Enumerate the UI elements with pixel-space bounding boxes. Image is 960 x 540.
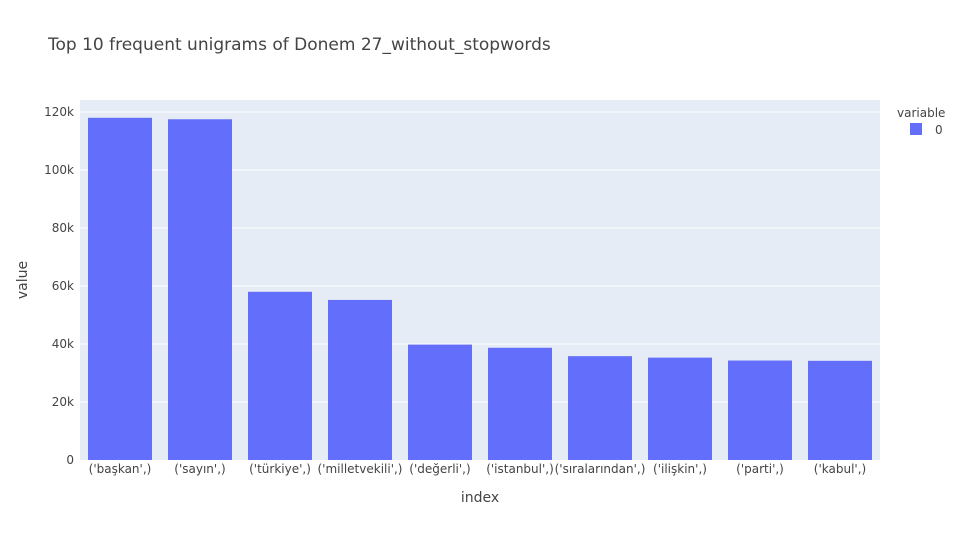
chart-title: Top 10 frequent unigrams of Donem 27_wit… (47, 35, 551, 55)
x-tick-label: ('sıralarından',) (555, 462, 646, 476)
x-tick-label: ('milletvekili',) (318, 462, 403, 476)
x-tick-label: ('başkan',) (89, 462, 152, 476)
x-tick-label: ('türkiye',) (249, 462, 311, 476)
bar[interactable] (168, 119, 232, 460)
y-tick-label: 0 (66, 453, 74, 467)
legend-swatch[interactable] (910, 123, 922, 135)
y-tick-label: 120k (44, 105, 74, 119)
bar[interactable] (88, 117, 152, 461)
x-tick-label: ('sayın',) (174, 462, 225, 476)
legend-item-label[interactable]: 0 (935, 123, 943, 137)
y-axis-title: value (15, 261, 31, 299)
y-tick-label: 100k (44, 163, 74, 177)
bar[interactable] (408, 344, 472, 460)
bar[interactable] (488, 347, 552, 460)
x-tick-label: ('kabul',) (814, 462, 866, 476)
bars (88, 117, 872, 461)
x-tick-labels: ('başkan',) ('sayın',) ('türkiye',) ('mille… (89, 462, 867, 476)
bar[interactable] (648, 357, 712, 460)
bar[interactable] (808, 360, 872, 460)
bar[interactable] (328, 299, 392, 460)
legend[interactable]: variable 0 (897, 106, 945, 137)
legend-title: variable (897, 106, 945, 120)
bar[interactable] (728, 360, 792, 460)
x-tick-label: ('değerli',) (409, 462, 470, 476)
y-tick-label: 20k (52, 395, 74, 409)
y-tick-labels: 0 20k 40k 60k 80k 100k 120k (44, 105, 74, 467)
bar[interactable] (248, 291, 312, 460)
bar[interactable] (568, 356, 632, 460)
y-tick-label: 60k (52, 279, 74, 293)
x-tick-label: ('parti',) (736, 462, 784, 476)
x-tick-label: ('ilişkin',) (653, 462, 707, 476)
y-tick-label: 40k (52, 337, 74, 351)
x-axis-title: index (461, 490, 499, 506)
x-tick-label: ('istanbul',) (486, 462, 554, 476)
y-tick-label: 80k (52, 221, 74, 235)
